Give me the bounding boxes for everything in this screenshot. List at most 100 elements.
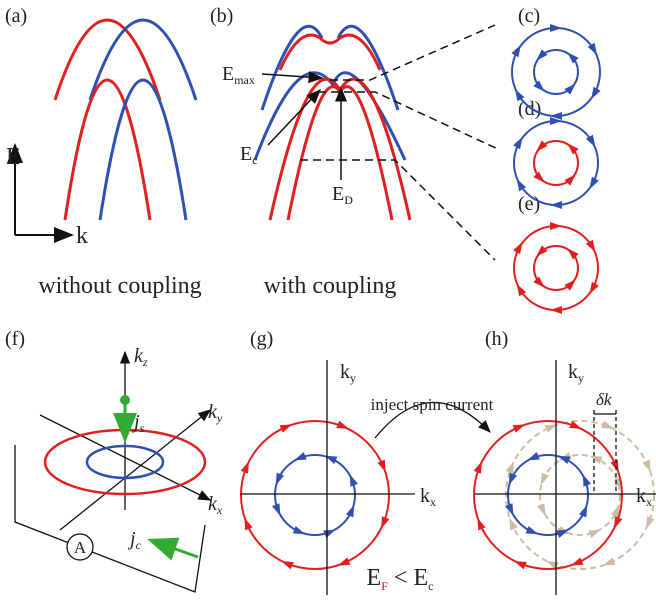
spin-arrow: [509, 473, 517, 486]
spin-arrow: [558, 456, 571, 464]
spin-arrow: [603, 557, 616, 565]
spin-arrow: [541, 473, 549, 486]
leader: [330, 25, 495, 80]
energy-label: Ec: [240, 143, 258, 167]
spin-arrow: [589, 177, 598, 189]
label: D: [344, 193, 353, 207]
spin-arrow: [571, 557, 584, 565]
label: x: [430, 495, 436, 509]
spin-arrow: [533, 276, 544, 287]
label: x: [216, 503, 223, 517]
arrow: [262, 74, 322, 78]
label: c: [428, 579, 433, 593]
contour: [514, 121, 598, 205]
caption: without coupling: [38, 273, 201, 299]
spin-arrow: [293, 526, 306, 534]
spin-arrow: [474, 461, 482, 474]
label: k: [340, 361, 350, 383]
axis-label: E: [6, 144, 21, 170]
energy-label: ED: [332, 183, 353, 207]
leader: [300, 160, 495, 260]
spin-arrow: [567, 52, 578, 63]
spin-arrow: [280, 424, 293, 432]
spin-arrow: [567, 143, 578, 154]
axis-label: k: [76, 223, 88, 249]
spin-arrow: [241, 461, 249, 474]
label: E: [240, 143, 252, 165]
spin-arrow: [513, 137, 522, 149]
panel-label: (b): [210, 5, 233, 27]
label: F: [381, 579, 388, 593]
band: [65, 80, 150, 220]
spin-arrow: [276, 473, 284, 486]
spin-arrow: [281, 561, 294, 569]
spin-arrow: [533, 171, 544, 182]
spin-arrow: [527, 452, 540, 460]
label: k: [636, 485, 646, 507]
condition: EF<Ec: [367, 565, 434, 593]
spin-arrow: [642, 460, 650, 473]
axis-label: ky: [568, 361, 584, 385]
current-label: js: [131, 411, 145, 435]
spin-arrow: [244, 518, 252, 531]
spin-arrow: [338, 557, 351, 565]
spin-arrow: [506, 461, 514, 474]
spin-arrow: [579, 505, 587, 518]
label: s: [140, 421, 145, 435]
spin-arrow: [550, 306, 562, 314]
spin-arrow: [513, 242, 522, 254]
spin-arrow: [514, 561, 527, 569]
spin-arrow: [583, 474, 591, 487]
spin-arrow: [611, 505, 619, 518]
axis-label: kx: [420, 485, 436, 509]
spin-arrow: [513, 424, 526, 432]
current-label: jc: [127, 528, 142, 552]
contour: [514, 226, 598, 310]
contour: [275, 455, 355, 535]
spin-arrow: [588, 43, 597, 55]
spin-arrow: [381, 516, 389, 529]
panel-label: (d): [518, 98, 541, 120]
leader: [318, 92, 500, 150]
charge-current: [150, 540, 198, 557]
shift-label: δk: [596, 390, 612, 409]
caption: with coupling: [264, 273, 397, 299]
label: x: [646, 495, 652, 509]
spin-arrow: [567, 248, 578, 259]
spin-arrow: [377, 460, 385, 473]
spin-arrow: [536, 245, 547, 256]
spin-arrow: [477, 518, 485, 531]
panel-a-bands: [55, 20, 196, 220]
label: max: [234, 73, 255, 87]
label: E: [413, 565, 428, 591]
spin-arrow: [564, 83, 575, 94]
panel-f-axes: [15, 352, 210, 592]
figure: E k Emax Ec ED without coupling with cou…: [0, 0, 656, 608]
spin-arrow: [350, 474, 358, 487]
ammeter-label: A: [74, 538, 87, 557]
spin-arrow: [550, 24, 562, 32]
spin-arrow: [564, 174, 575, 185]
label: y: [216, 411, 223, 425]
band: [100, 80, 186, 220]
label: k: [420, 485, 430, 507]
label: <: [394, 565, 408, 591]
contour: [540, 455, 620, 535]
spin-arrow: [550, 201, 562, 209]
contour: [474, 421, 622, 569]
spin-arrow: [526, 526, 539, 534]
spin-arrow: [336, 421, 349, 429]
label: E: [367, 565, 382, 591]
label: k: [568, 361, 578, 383]
spin-arrow: [586, 240, 595, 252]
spin-arrow: [591, 87, 600, 99]
spin-arrow: [511, 45, 520, 57]
spin-arrow: [646, 516, 654, 529]
spin-arrow: [550, 222, 562, 230]
contour: [512, 28, 600, 116]
label: E: [222, 63, 234, 85]
contour: [506, 421, 654, 569]
spin-arrow: [537, 503, 545, 516]
label: c: [136, 538, 142, 552]
contour: [508, 455, 588, 535]
